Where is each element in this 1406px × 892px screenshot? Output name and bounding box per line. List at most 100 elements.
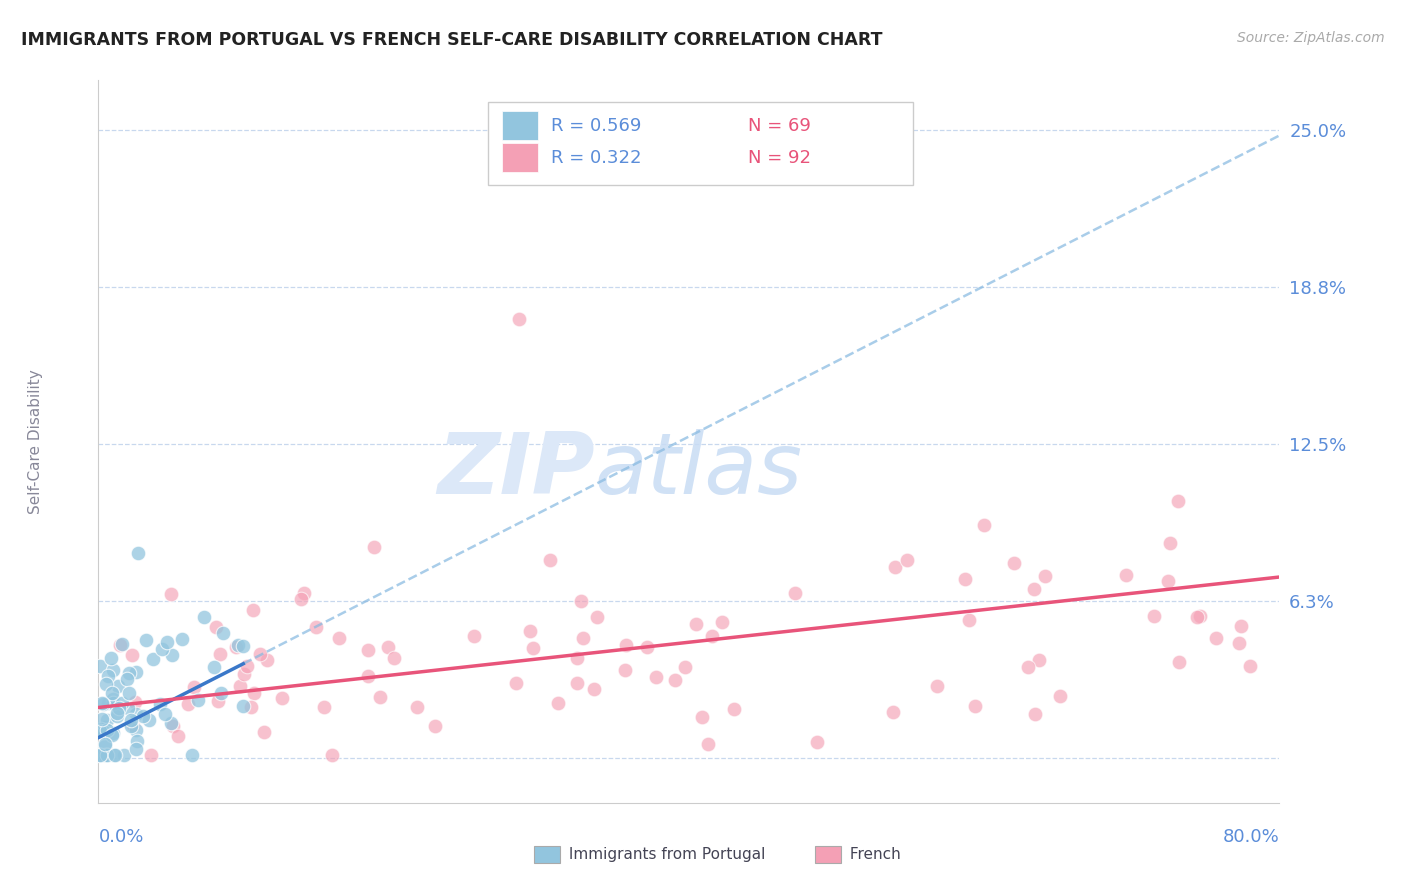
Point (96, 748, 118, 763)
Text: 80.0%: 80.0% (1223, 828, 1279, 846)
Point (180, 748, 202, 763)
Point (723, 702, 745, 716)
Text: N = 92: N = 92 (748, 149, 811, 167)
Point (664, 673, 686, 687)
Point (567, 676, 589, 690)
Point (685, 616, 707, 631)
Point (209, 686, 232, 700)
Point (1143, 608, 1166, 623)
Point (1227, 636, 1250, 650)
Point (1230, 619, 1253, 633)
Text: ZIP: ZIP (437, 429, 595, 512)
Text: Immigrants from Portugal: Immigrants from Portugal (564, 847, 765, 862)
Point (107, 700, 129, 714)
Point (202, 660, 225, 674)
Point (117, 701, 139, 715)
Point (107, 680, 129, 694)
Point (508, 311, 530, 326)
Point (1049, 689, 1071, 703)
Point (249, 648, 271, 662)
Point (118, 665, 141, 680)
Text: R = 0.322: R = 0.322 (551, 149, 641, 167)
Point (226, 638, 249, 652)
Point (124, 723, 146, 738)
Bar (502, 143, 537, 172)
Point (953, 573, 976, 587)
Point (957, 613, 980, 627)
Point (1022, 582, 1045, 596)
Point (673, 659, 696, 673)
Point (292, 586, 315, 600)
Text: 0.0%: 0.0% (98, 828, 143, 846)
Point (94, 676, 117, 690)
Point (96, 714, 118, 728)
Point (187, 692, 209, 706)
Point (150, 642, 173, 657)
Point (159, 587, 181, 601)
Point (463, 629, 485, 643)
Point (565, 651, 588, 665)
Point (100, 651, 122, 665)
Point (614, 638, 637, 652)
Point (104, 748, 127, 763)
Point (177, 697, 200, 711)
Point (94, 720, 117, 734)
Point (406, 700, 429, 714)
Point (232, 639, 254, 653)
Point (101, 725, 124, 739)
Text: IMMIGRANTS FROM PORTUGAL VS FRENCH SELF-CARE DISABILITY CORRELATION CHART: IMMIGRANTS FROM PORTUGAL VS FRENCH SELF-… (21, 31, 883, 49)
Point (103, 748, 125, 763)
Point (121, 648, 143, 662)
Point (94, 739, 117, 753)
Point (423, 719, 446, 733)
Point (547, 696, 569, 710)
Point (93, 737, 115, 751)
Point (127, 546, 149, 560)
Point (1185, 610, 1208, 624)
Point (156, 635, 179, 649)
Point (1167, 493, 1189, 508)
Point (103, 696, 125, 710)
Point (96, 748, 118, 763)
Point (90, 722, 112, 736)
Point (253, 724, 276, 739)
Point (242, 603, 264, 617)
Point (89, 748, 111, 763)
Point (108, 638, 131, 652)
Point (207, 694, 229, 708)
Point (149, 698, 172, 712)
Point (93, 748, 115, 763)
Bar (502, 112, 537, 140)
Point (806, 734, 828, 748)
Point (1028, 653, 1050, 667)
Point (90, 748, 112, 763)
Point (232, 699, 254, 714)
Point (1024, 707, 1046, 722)
Point (89, 748, 111, 763)
Point (111, 696, 134, 710)
Point (120, 713, 142, 727)
Point (160, 715, 183, 730)
Point (193, 610, 215, 624)
Text: Source: ZipAtlas.com: Source: ZipAtlas.com (1237, 31, 1385, 45)
Point (363, 540, 385, 554)
Point (101, 686, 124, 700)
Text: atlas: atlas (595, 429, 803, 512)
Point (973, 518, 995, 533)
Point (242, 685, 264, 699)
Point (690, 710, 713, 724)
Point (138, 713, 160, 727)
Point (785, 585, 807, 599)
Point (571, 631, 593, 645)
Point (636, 640, 658, 654)
Point (170, 632, 193, 647)
Point (155, 706, 177, 721)
Point (614, 663, 637, 677)
Point (97, 696, 120, 710)
Point (124, 696, 146, 710)
Point (710, 615, 733, 629)
Point (225, 640, 247, 654)
Point (139, 748, 162, 763)
Point (103, 664, 125, 678)
Point (896, 552, 918, 566)
